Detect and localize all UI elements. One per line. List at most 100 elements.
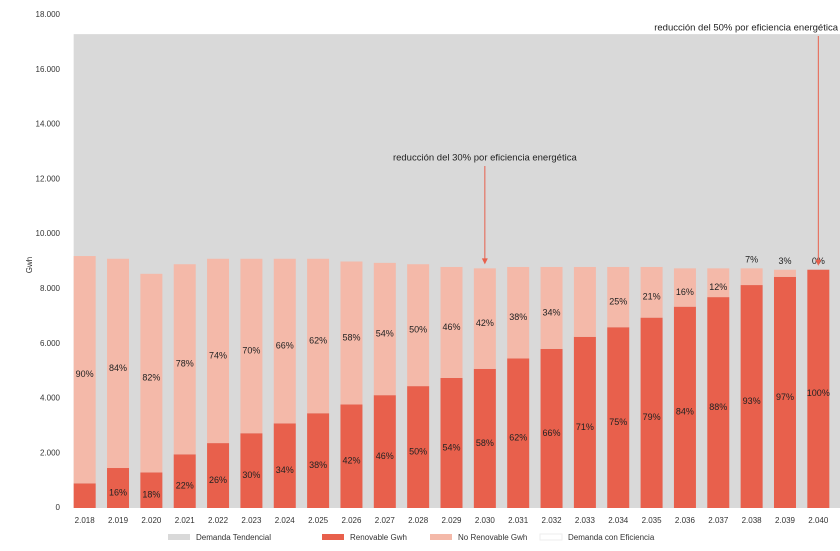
x-tick-label: 2.040: [808, 516, 829, 525]
share-label: 71%: [576, 422, 594, 432]
x-tick-label: 2.036: [675, 516, 696, 525]
x-tick-label: 2.038: [742, 516, 763, 525]
y-tick-label: 8.000: [40, 284, 61, 293]
bar: [540, 266, 563, 349]
share-label: 54%: [376, 328, 394, 338]
bar: [807, 269, 830, 508]
bar: [107, 258, 130, 469]
bar: [407, 386, 430, 508]
share-label: 22%: [176, 481, 194, 491]
share-label: 50%: [409, 325, 427, 335]
bar: [740, 268, 763, 286]
bar: [740, 285, 763, 508]
share-label: 46%: [376, 451, 394, 461]
x-tick-label: 2.037: [708, 516, 729, 525]
y-tick-label: 18.000: [36, 10, 61, 19]
share-label: 75%: [609, 417, 627, 427]
x-tick-label: 2.018: [75, 516, 96, 525]
bar: [240, 258, 263, 434]
x-tick-label: 2.024: [275, 516, 296, 525]
bar: [440, 266, 463, 378]
bar: [773, 276, 796, 508]
bar: [707, 268, 730, 298]
bar: [473, 268, 496, 369]
share-label: 3%: [778, 256, 791, 266]
y-tick-label: 0: [56, 503, 61, 512]
bar: [140, 472, 163, 508]
share-label: 38%: [509, 312, 527, 322]
x-tick-label: 2.035: [642, 516, 663, 525]
legend-label: No Renovable Gwh: [458, 533, 527, 542]
y-tick-label: 6.000: [40, 339, 61, 348]
x-tick-label: 2.020: [141, 516, 162, 525]
share-label: 66%: [543, 428, 561, 438]
legend-label: Demanda con Eficiencia: [568, 533, 655, 542]
x-tick-label: 2.019: [108, 516, 129, 525]
legend-label: Demanda Tendencial: [196, 533, 271, 542]
share-label: 93%: [743, 396, 761, 406]
share-label: 34%: [276, 465, 294, 475]
bar: [373, 262, 396, 396]
y-tick-label: 2.000: [40, 448, 61, 457]
share-label: 34%: [543, 307, 561, 317]
bar: [340, 261, 363, 405]
bar: [407, 264, 430, 387]
x-tick-label: 2.033: [575, 516, 596, 525]
share-label: 90%: [76, 369, 94, 379]
bar: [307, 413, 330, 508]
bar: [107, 468, 130, 508]
annotation: reducción del 50% por eficiencia energét…: [654, 23, 838, 34]
x-tick-label: 2.021: [175, 516, 196, 525]
y-axis-label: Gwh: [25, 257, 34, 273]
share-label: 58%: [342, 332, 360, 342]
bar: [507, 358, 530, 508]
share-label: 16%: [109, 487, 127, 497]
bar: [573, 266, 596, 337]
legend-swatch: [430, 534, 452, 540]
share-label: 100%: [807, 388, 830, 398]
x-tick-label: 2.039: [775, 516, 796, 525]
bar: [473, 368, 496, 508]
bar: [573, 336, 596, 508]
x-tick-label: 2.032: [542, 516, 563, 525]
share-label: 50%: [409, 446, 427, 456]
share-label: 7%: [745, 255, 758, 265]
x-tick-label: 2.034: [608, 516, 629, 525]
share-label: 30%: [242, 470, 260, 480]
share-label: 25%: [609, 296, 627, 306]
share-label: 18%: [142, 490, 160, 500]
x-tick-label: 2.022: [208, 516, 229, 525]
annotation: reducción del 30% por eficiencia energét…: [393, 153, 577, 164]
bar: [207, 443, 230, 508]
share-label: 84%: [109, 363, 127, 373]
bar: [207, 258, 230, 444]
share-label: 42%: [342, 456, 360, 466]
share-label: 66%: [276, 340, 294, 350]
share-label: 26%: [209, 475, 227, 485]
bar: [673, 268, 696, 307]
share-label: 12%: [709, 282, 727, 292]
bar: [173, 454, 196, 508]
bar: [607, 327, 630, 508]
bar: [707, 297, 730, 508]
bar: [73, 256, 96, 484]
bar: [773, 269, 796, 277]
share-label: 79%: [643, 412, 661, 422]
x-tick-label: 2.023: [241, 516, 262, 525]
x-tick-label: 2.025: [308, 516, 329, 525]
share-label: 42%: [476, 318, 494, 328]
share-label: 74%: [209, 350, 227, 360]
x-tick-label: 2.029: [441, 516, 462, 525]
y-tick-label: 12.000: [36, 174, 61, 183]
y-tick-label: 16.000: [36, 65, 61, 74]
legend-label: Renovable Gwh: [350, 533, 407, 542]
share-label: 46%: [442, 322, 460, 332]
bar: [273, 258, 296, 424]
bar: [607, 266, 630, 328]
bar: [540, 348, 563, 508]
bar: [640, 266, 663, 318]
share-label: 38%: [309, 460, 327, 470]
share-label: 70%: [242, 345, 260, 355]
legend-swatch: [322, 534, 344, 540]
